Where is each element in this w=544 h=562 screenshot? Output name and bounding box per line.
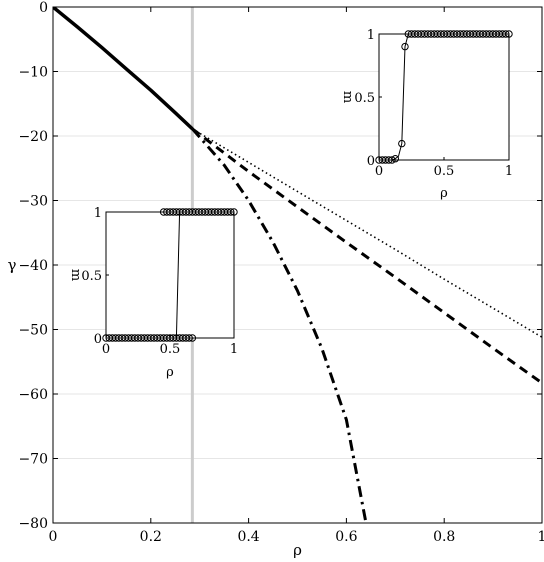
insets-group: 0 0.5 1 0 0.5 1 ρ m 0 0.5 1 0 0.5 1 ρ m — [68, 28, 513, 380]
y-tick-label: −40 — [18, 258, 48, 274]
inset-top-right-x-tick-label: 0.5 — [434, 164, 455, 179]
inset-top-right-frame — [378, 33, 510, 161]
y-tick-label: −80 — [18, 516, 48, 532]
inset-left-x-label: ρ — [166, 365, 174, 380]
y-axis-label: γ — [8, 256, 17, 274]
inset-top-right-x-label: ρ — [440, 186, 448, 201]
inset-top-right-marker — [401, 42, 409, 51]
y-tick-label: −50 — [18, 323, 48, 339]
inset-left-y-tick-label: 0 — [94, 332, 102, 347]
main-series-group — [53, 7, 542, 523]
inset-top-right-marker — [502, 30, 510, 38]
x-tick-label: 0.8 — [433, 529, 455, 545]
x-tick-label: 0.6 — [335, 529, 357, 545]
series-dashed-line — [191, 127, 542, 385]
series-solid-line — [53, 7, 194, 131]
inset-left-marker — [188, 334, 197, 342]
inset-left-marker — [227, 208, 235, 216]
x-tick-label: 0.2 — [140, 529, 162, 545]
x-tick-label: 0.4 — [237, 529, 259, 545]
y-tick-label: −20 — [18, 129, 48, 145]
inset-left-y-tick-label: 0.5 — [81, 269, 102, 284]
inset-left-marker — [230, 208, 238, 216]
inset-top-right-y-tick-label: 0 — [367, 154, 375, 169]
x-axis-label: ρ — [293, 541, 302, 559]
y-tick-label: −10 — [18, 65, 48, 81]
y-tick-label: 0 — [39, 0, 48, 16]
x-tick-label: 0 — [49, 529, 58, 545]
inset-top-right-marker — [388, 156, 396, 164]
y-tick-label: −70 — [18, 452, 48, 468]
inset-top-right-marker — [391, 155, 399, 163]
inset-top-right: 0 0.5 1 0 0.5 1 ρ m — [340, 28, 513, 201]
inset-left-x-tick-label: 0 — [102, 342, 110, 357]
inset-left-x-tick-label: 0.5 — [160, 342, 181, 357]
inset-top-right-marker — [505, 30, 513, 38]
series-dashdot-line — [191, 127, 368, 523]
inset-top-right-y-label: m — [340, 91, 355, 103]
y-tick-label: −30 — [18, 194, 48, 210]
inset-left-y-label: m — [68, 269, 83, 281]
inset-left-x-tick-label: 1 — [230, 342, 238, 357]
inset-left-y-tick-label: 1 — [94, 206, 102, 221]
main-ticks: 0 0.2 0.4 0.6 0.8 1 0 −10 −20 −30 −40 −50 −60 −70 −80 — [18, 0, 544, 545]
inset-top-right-x-tick-label: 0 — [375, 164, 383, 179]
y-tick-label: −60 — [18, 387, 48, 403]
inset-top-right-marker — [398, 139, 406, 148]
inset-top-right-y-tick-label: 1 — [367, 28, 375, 43]
series-dotted-line — [191, 128, 542, 338]
inset-top-right-x-tick-label: 1 — [505, 164, 513, 179]
inset-left-marker — [185, 334, 193, 342]
x-tick-label: 1 — [538, 529, 544, 545]
inset-left-frame — [105, 211, 235, 339]
inset-top-right-y-tick-label: 0.5 — [354, 91, 375, 106]
inset-left: 0 0.5 1 0 0.5 1 ρ m — [68, 206, 238, 380]
